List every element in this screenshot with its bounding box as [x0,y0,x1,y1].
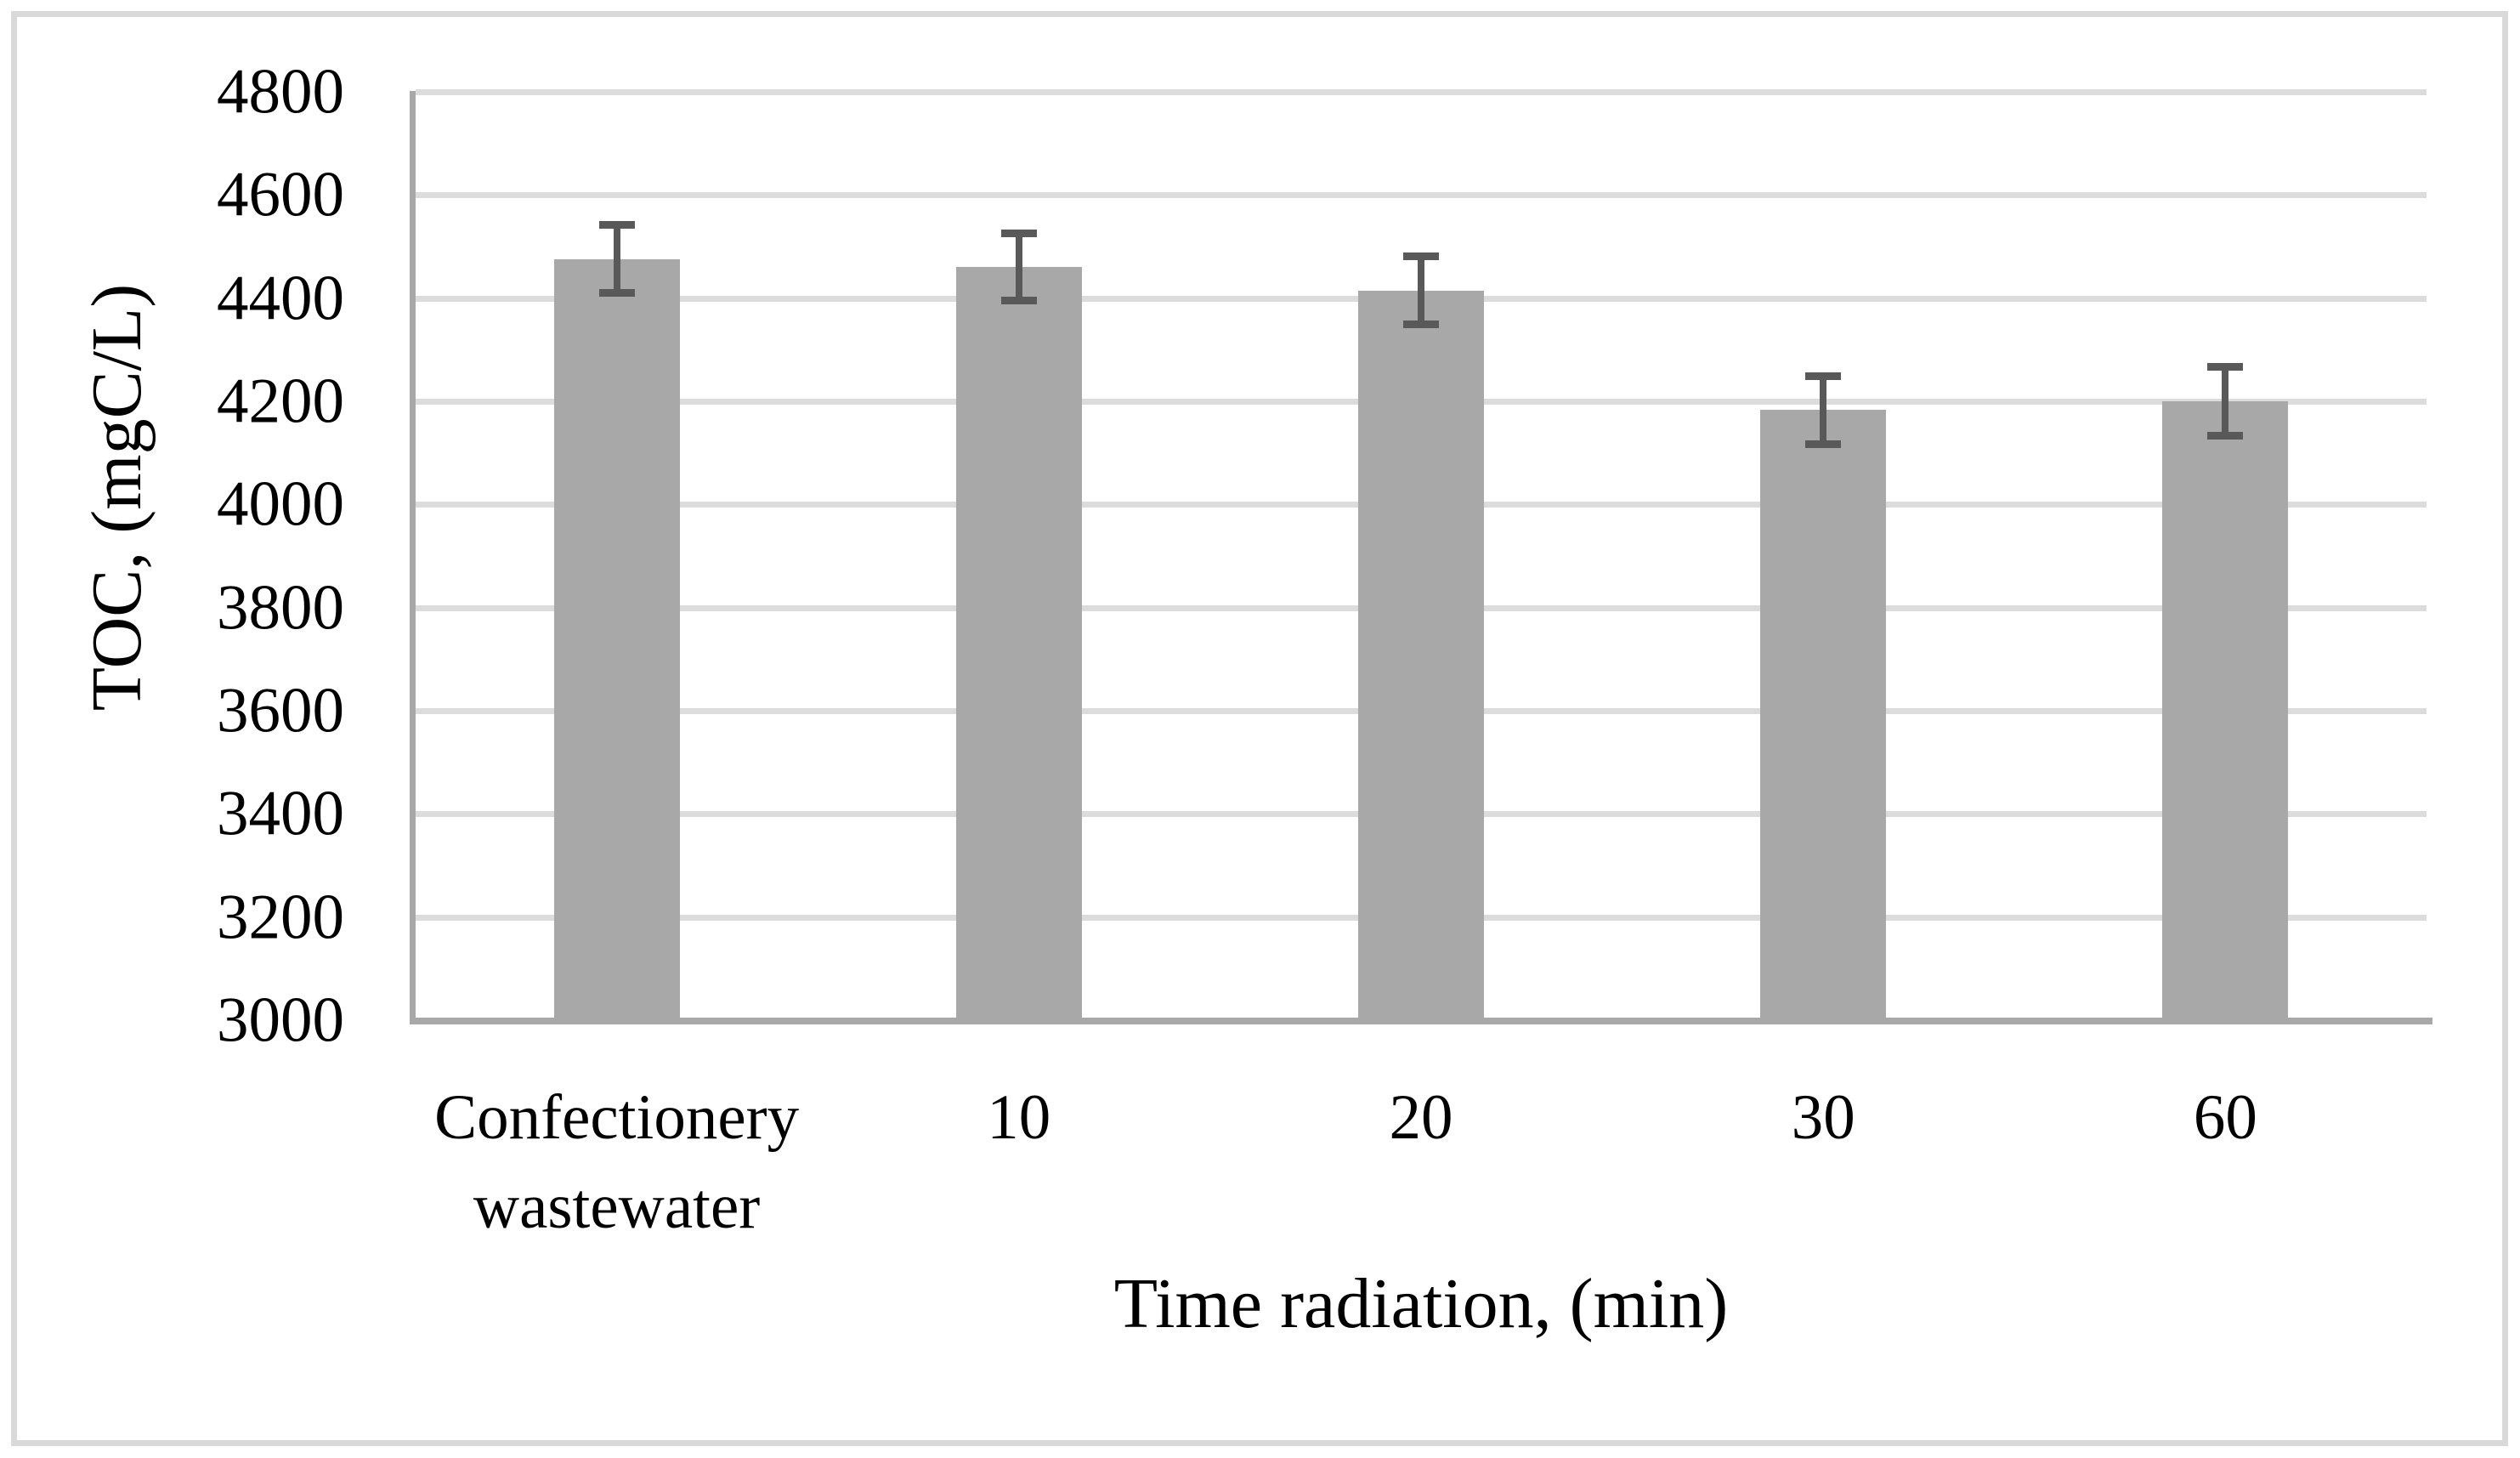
y-tick-label-4800: 4800 [217,56,344,128]
error-cap-top-3 [1805,372,1842,380]
y-tick-label-3200: 3200 [217,882,344,953]
y-axis-line [410,91,416,1024]
y-tick-label-3400: 3400 [217,778,344,849]
figure-border [11,11,2508,1446]
error-whisker-2 [1418,256,1424,325]
y-tick-label-3800: 3800 [217,572,344,644]
y-tick-label-4600: 4600 [217,159,344,230]
error-whisker-0 [613,224,620,293]
error-whisker-3 [1820,376,1827,445]
error-cap-bottom-3 [1805,440,1842,448]
error-cap-top-4 [2207,363,2244,372]
y-tick-label-4400: 4400 [217,263,344,334]
x-category-label-1: 10 [987,1082,1051,1153]
gridline-4800 [416,89,2427,95]
y-tick-label-4200: 4200 [217,366,344,437]
x-axis-baseline [410,1018,2432,1024]
x-category-label-0: Confectionery wastewater [434,1082,800,1242]
x-category-label-4: 60 [2193,1082,2257,1153]
bar-2 [1358,290,1484,1020]
bar-3 [1760,410,1887,1020]
y-tick-label-4000: 4000 [217,468,344,540]
error-cap-top-1 [1000,230,1037,238]
error-cap-bottom-4 [2207,431,2244,440]
plot-area [416,89,2427,1020]
error-cap-bottom-2 [1403,321,1439,329]
bar-0 [553,258,680,1020]
y-tick-label-3600: 3600 [217,675,344,746]
error-cap-top-0 [598,221,635,230]
bar-1 [955,267,1082,1020]
error-cap-bottom-0 [598,289,635,298]
bar-4 [2162,401,2289,1020]
error-cap-bottom-1 [1000,297,1037,305]
error-whisker-1 [1015,233,1022,301]
x-category-label-2: 20 [1389,1082,1453,1153]
gridline-4600 [416,192,2427,199]
error-cap-top-2 [1403,252,1439,261]
y-axis-title: TOC, (mgC/L) [77,283,156,712]
y-tick-label-3000: 3000 [217,984,344,1056]
error-whisker-4 [2222,366,2229,436]
x-axis-title: Time radiation, (min) [1113,1264,1729,1343]
x-category-label-3: 30 [1791,1082,1855,1153]
